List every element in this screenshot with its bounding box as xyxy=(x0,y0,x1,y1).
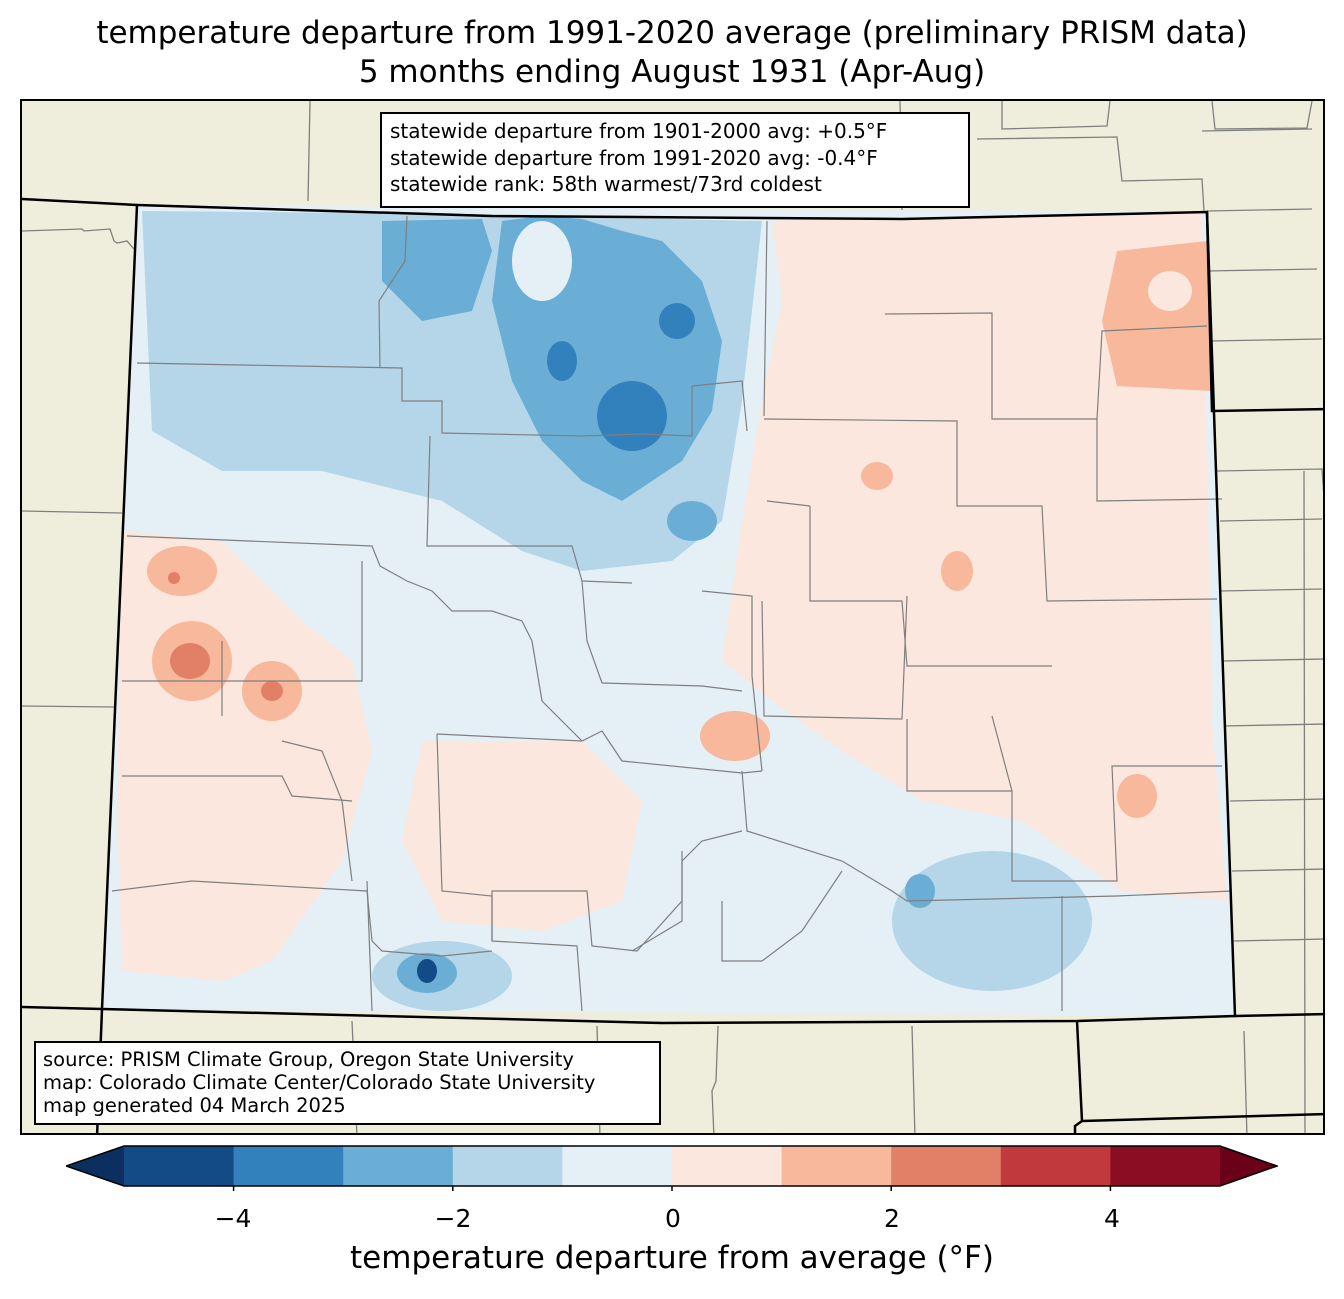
map-subtitle: 5 months ending August 1931 (Apr-Aug) xyxy=(358,54,986,90)
stat-departure-1901-2000: statewide departure from 1901-2000 avg: … xyxy=(390,119,888,143)
map-title: temperature departure from 1991-2020 ave… xyxy=(96,15,1248,51)
stat-rank: statewide rank: 58th warmest/73rd coldes… xyxy=(390,172,822,196)
colorbar-bin xyxy=(452,1146,563,1186)
colorado-map xyxy=(22,101,1323,1133)
source-line: source: PRISM Climate Group, Oregon Stat… xyxy=(43,1048,574,1071)
colorbar-bin xyxy=(891,1146,1002,1186)
colorbar-tick-4: 4 xyxy=(1104,1204,1120,1233)
source-credit-box: source: PRISM Climate Group, Oregon Stat… xyxy=(34,1041,661,1125)
colorbar-bin xyxy=(343,1146,454,1186)
colorbar-bin xyxy=(562,1146,673,1186)
stat-departure-1991-2020: statewide departure from 1991-2020 avg: … xyxy=(390,145,878,170)
colorbar xyxy=(66,1145,1278,1191)
colorbar-bin xyxy=(1000,1146,1111,1186)
anomaly-patches xyxy=(117,211,1227,1011)
colorbar-bin xyxy=(233,1146,344,1186)
colorbar-over-triangle xyxy=(1220,1146,1277,1186)
colorbar-under-triangle xyxy=(66,1146,124,1186)
map-panel: statewide departure from 1901-2000 avg: … xyxy=(20,99,1325,1135)
colorbar-label: temperature departure from average (°F) xyxy=(350,1240,994,1276)
colorbar-bin xyxy=(781,1146,892,1186)
county-lines xyxy=(111,215,1233,1012)
colorbar-tick-2: 2 xyxy=(884,1204,900,1233)
statewide-stats-box: statewide departure from 1901-2000 avg: … xyxy=(380,112,970,208)
colorbar-tick-0: 0 xyxy=(665,1204,681,1233)
colorbar-bin xyxy=(1110,1146,1221,1186)
generated-date-line: map generated 04 March 2025 xyxy=(43,1094,346,1117)
colorbar-tick-minus2: −2 xyxy=(434,1204,472,1233)
map-credit-line: map: Colorado Climate Center/Colorado St… xyxy=(43,1071,596,1094)
colorbar-tick-minus4: −4 xyxy=(214,1204,252,1233)
colorbar-bin xyxy=(124,1146,235,1186)
colorbar-bin xyxy=(672,1146,783,1186)
